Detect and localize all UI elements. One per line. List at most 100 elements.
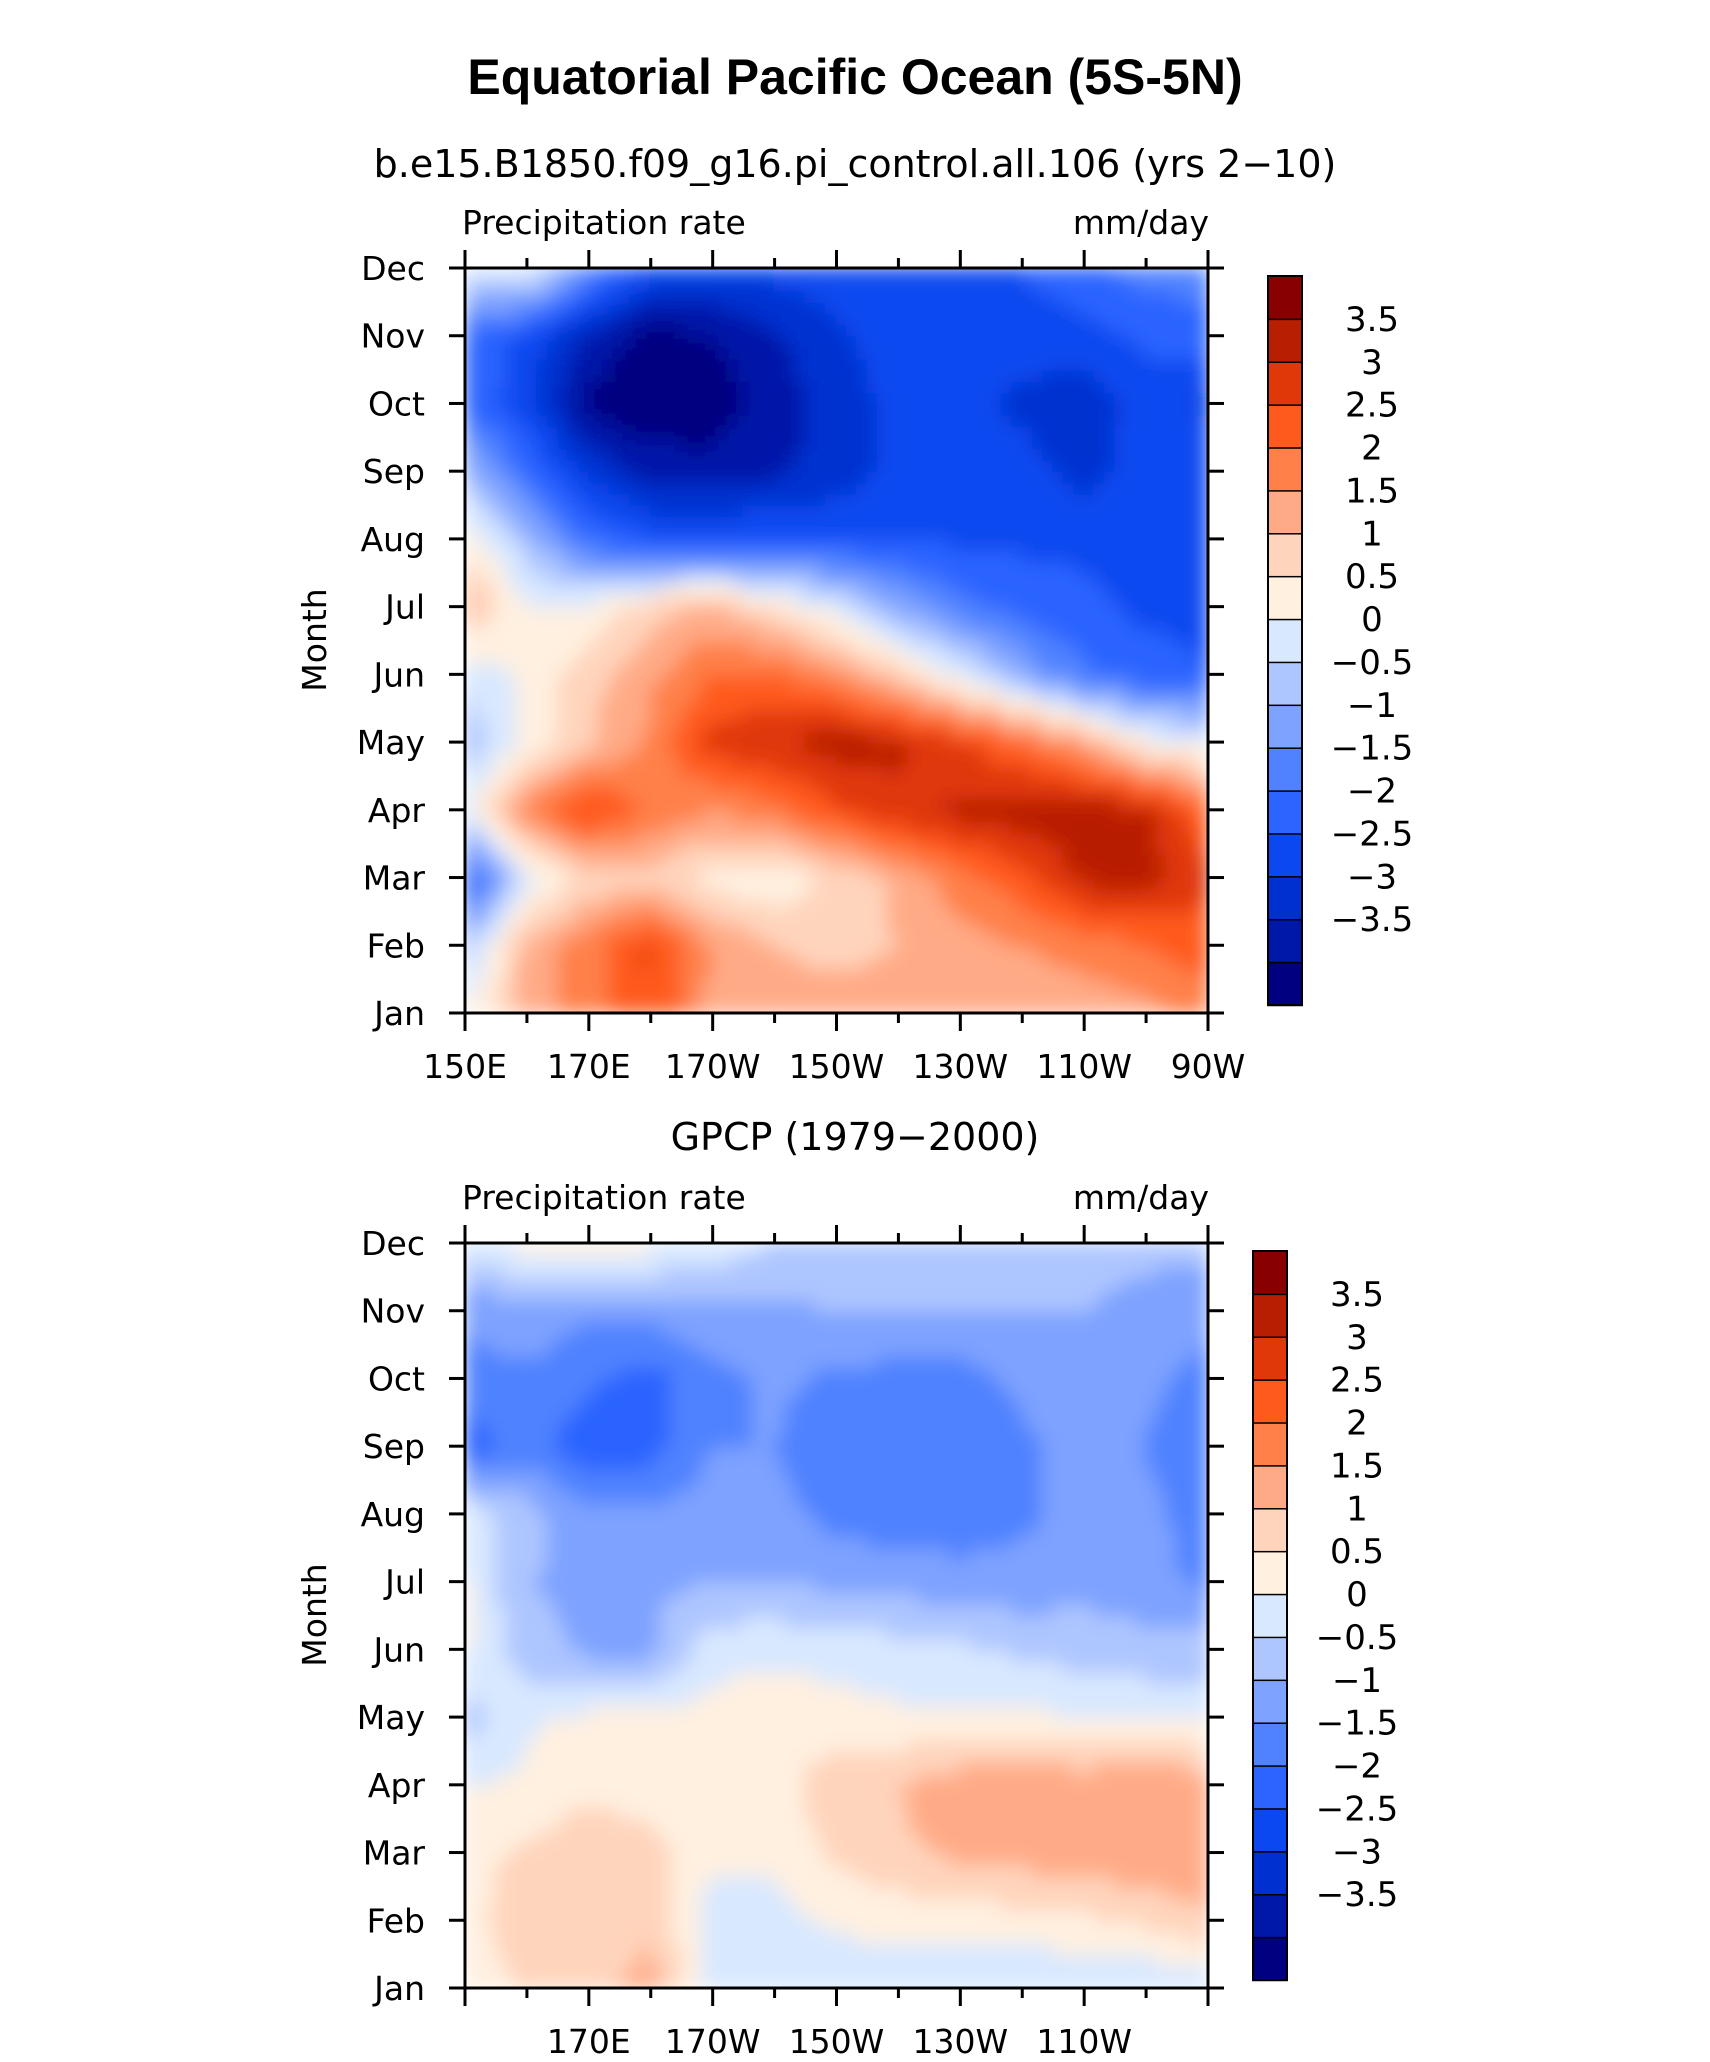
heatmap-cell [525, 774, 539, 789]
heatmap-cell [515, 729, 528, 744]
heatmap-cell [876, 639, 890, 653]
heatmap-cell [639, 966, 652, 981]
heatmap-cell [773, 944, 786, 958]
heatmap-cell [1021, 876, 1034, 890]
heatmap-cell [876, 808, 890, 823]
heatmap-cell [1114, 707, 1127, 721]
heatmap-cell [1010, 741, 1024, 755]
heatmap-cell [494, 1000, 508, 1013]
heatmap-cell [484, 639, 497, 653]
heatmap-cell [949, 842, 962, 856]
heatmap-cell [907, 842, 921, 856]
heatmap-cell [1155, 876, 1168, 890]
heatmap-cell [721, 932, 735, 947]
heatmap-cell [1062, 797, 1075, 811]
heatmap-cell [670, 684, 683, 698]
heatmap-cell [835, 741, 848, 755]
heatmap-cell [629, 662, 642, 676]
heatmap-cell [794, 955, 807, 969]
heatmap-cell [969, 1000, 982, 1013]
heatmap-cell [556, 910, 570, 924]
heatmap-cell [1114, 944, 1127, 958]
colorbar-label: 0 [1361, 600, 1383, 640]
heatmap-cell [1134, 695, 1148, 710]
heatmap-cell [680, 899, 694, 913]
heatmap-cell [629, 989, 642, 1003]
heatmap-cell [577, 673, 590, 687]
heatmap-cell [856, 978, 869, 992]
heatmap-cell [856, 921, 869, 935]
heatmap-cell [649, 820, 663, 834]
heatmap-cell [1114, 865, 1127, 879]
heatmap-cell [804, 605, 817, 619]
heatmap-cell [918, 639, 931, 653]
heatmap-cell [587, 853, 601, 868]
heatmap-cell [979, 707, 993, 721]
heatmap-cell [691, 718, 704, 732]
heatmap-cell [752, 955, 766, 969]
heatmap-cell [856, 650, 869, 665]
heatmap-cell [732, 707, 745, 721]
heatmap-cell [1093, 774, 1106, 789]
heatmap-cell [835, 853, 848, 868]
heatmap-cell [474, 786, 487, 800]
heatmap-cell [897, 842, 910, 856]
heatmap-cell [1010, 752, 1024, 766]
heatmap-cell [773, 695, 786, 710]
colorbar-label: 1.5 [1345, 471, 1399, 511]
heatmap-cell [701, 662, 714, 676]
heatmap-cell [1021, 673, 1034, 687]
heatmap-cell [1021, 865, 1034, 879]
heatmap-cell [525, 820, 539, 834]
heatmap-cell [1031, 944, 1044, 958]
heatmap-cell [1114, 831, 1127, 845]
heatmap-cell [928, 628, 941, 642]
heatmap-cell [949, 774, 962, 789]
heatmap-cell [1093, 955, 1106, 969]
heatmap-cell [979, 729, 993, 744]
heatmap-cell [887, 887, 900, 902]
heatmap-cell [556, 865, 570, 879]
heatmap-cell [546, 741, 559, 755]
heatmap-cell [804, 628, 817, 642]
heatmap-cell [897, 707, 910, 721]
heatmap-cell [505, 853, 518, 868]
heatmap-cell [866, 921, 879, 935]
heatmap-cell [536, 820, 549, 834]
heatmap-cell [1062, 921, 1075, 935]
heatmap-cell [639, 853, 652, 868]
heatmap-cell [866, 707, 879, 721]
heatmap-cell [1186, 763, 1199, 777]
heatmap-cell [649, 865, 663, 879]
heatmap-cell [938, 989, 952, 1003]
heatmap-cell [969, 741, 982, 755]
heatmap-cell [556, 695, 570, 710]
heatmap-cell [1155, 831, 1168, 845]
heatmap-cell [794, 718, 807, 732]
heatmap-cell [1010, 978, 1024, 992]
heatmap-cell [845, 786, 859, 800]
heatmap-cell [701, 899, 714, 913]
heatmap-cell [1052, 853, 1065, 868]
heatmap-cell [1021, 763, 1034, 777]
heatmap-cell [990, 662, 1003, 676]
heatmap-cell [928, 831, 941, 845]
heatmap-cell [546, 876, 559, 890]
heatmap-cell [959, 989, 972, 1003]
heatmap-cell [887, 910, 900, 924]
heatmap-cell [825, 808, 838, 823]
heatmap-cell [484, 921, 497, 935]
heatmap-cell [1145, 978, 1158, 992]
heatmap-cell [1186, 853, 1199, 868]
heatmap-cell [1134, 729, 1148, 744]
heatmap-cell [794, 662, 807, 676]
heatmap-cell [1103, 1000, 1117, 1013]
heatmap-cell [949, 684, 962, 698]
heatmap-cell [701, 978, 714, 992]
heatmap-cell [1196, 684, 1208, 698]
heatmap-cell [567, 639, 580, 653]
heatmap-cell [701, 639, 714, 653]
heatmap-cell [825, 707, 838, 721]
heatmap-cell [732, 932, 745, 947]
heatmap-cell [866, 639, 879, 653]
